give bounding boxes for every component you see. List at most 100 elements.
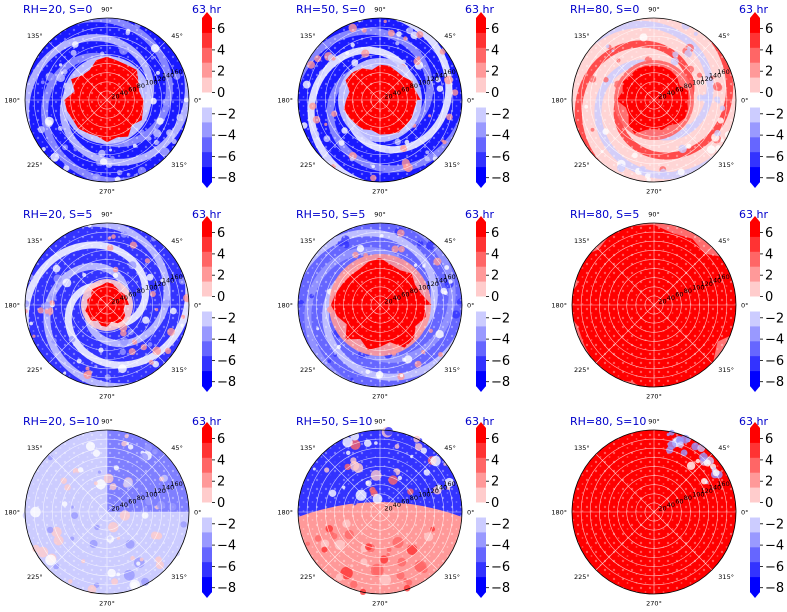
radial-tick-label: 140 bbox=[435, 72, 447, 80]
colorbar-tick-label: −4 bbox=[765, 539, 784, 554]
colorbar-tick-label: 4 bbox=[491, 43, 499, 58]
radial-tick-label: 60 bbox=[128, 291, 136, 299]
radial-tick-label: 140 bbox=[435, 484, 447, 492]
colorbar-tick-label: −6 bbox=[491, 354, 510, 369]
radial-tick-label: 140 bbox=[162, 484, 174, 492]
angular-tick-label: 135° bbox=[27, 237, 43, 245]
angular-tick-label: 225° bbox=[27, 366, 43, 374]
colorbar-tick-label: −4 bbox=[491, 333, 510, 348]
radial-tick-label: 120 bbox=[701, 487, 713, 495]
colorbar-extend-max bbox=[476, 12, 486, 18]
angular-tick-label: 270° bbox=[372, 600, 388, 608]
angular-tick-label: 180° bbox=[551, 97, 567, 105]
radial-tick-label: 140 bbox=[709, 277, 721, 285]
angular-tick-label: 180° bbox=[4, 509, 20, 517]
colorbar-segment bbox=[202, 236, 212, 253]
radial-tick-label: 40 bbox=[120, 501, 128, 509]
angular-gridline bbox=[106, 453, 166, 513]
angular-tick-label: 90° bbox=[374, 6, 386, 14]
colorbar-tick-label: 6 bbox=[217, 22, 225, 37]
colorbar-tick-label: −6 bbox=[491, 560, 510, 575]
field-patch bbox=[394, 444, 400, 449]
colorbar-tick-label: −4 bbox=[217, 129, 236, 144]
radial-tick-label: 100 bbox=[692, 284, 704, 292]
colorbar-tick-label: −2 bbox=[217, 107, 236, 122]
colorbar-tick-label: −4 bbox=[765, 129, 784, 144]
angular-tick-label: 45° bbox=[171, 237, 183, 245]
field-patch bbox=[77, 467, 84, 473]
colorbar-segment bbox=[750, 547, 760, 563]
panel-time-label: 63 hr bbox=[465, 415, 494, 428]
colorbar-segment bbox=[750, 77, 760, 93]
field-patch bbox=[360, 558, 368, 566]
colorbar-segment bbox=[202, 517, 212, 533]
field-patch bbox=[403, 578, 408, 583]
colorbar: 6 4 2 0 −2 −4 −6 −8 bbox=[202, 422, 236, 598]
field-patch bbox=[47, 526, 54, 534]
colorbar-segment bbox=[750, 32, 760, 49]
field-patch bbox=[691, 442, 700, 451]
colorbar-tick-label: −6 bbox=[765, 560, 784, 575]
field-patch bbox=[379, 555, 389, 564]
panel-time-label: 63 hr bbox=[192, 415, 221, 428]
field-patch bbox=[130, 556, 135, 561]
field-patch bbox=[372, 565, 383, 576]
radial-tick-label: 60 bbox=[401, 498, 409, 506]
angular-gridline bbox=[106, 511, 166, 571]
colorbar-segment bbox=[202, 472, 212, 489]
angular-tick-label: 180° bbox=[277, 509, 293, 517]
angular-tick-label: 180° bbox=[4, 97, 20, 105]
radial-tick-label: 160 bbox=[170, 480, 182, 488]
angular-tick-label: 135° bbox=[300, 444, 316, 452]
colorbar-tick-label: 0 bbox=[217, 496, 225, 511]
angular-tick-label: 225° bbox=[300, 366, 316, 374]
radial-tick-label: 140 bbox=[709, 484, 721, 492]
panel-time-label: 63 hr bbox=[465, 208, 494, 221]
field-patch bbox=[32, 544, 40, 553]
colorbar-tick-label: −4 bbox=[765, 333, 784, 348]
colorbar-extend-max bbox=[750, 12, 760, 18]
radial-tick-label: 120 bbox=[154, 487, 166, 495]
angular-gridline bbox=[595, 304, 655, 364]
colorbar-tick-label: −6 bbox=[765, 354, 784, 369]
colorbar-segment bbox=[476, 547, 486, 563]
colorbar-segment bbox=[750, 311, 760, 327]
field-patch bbox=[97, 470, 102, 474]
colorbar-segment bbox=[750, 251, 760, 268]
panel-title: RH=80, S=0 bbox=[570, 3, 639, 16]
field-patch bbox=[423, 469, 430, 476]
colorbar-segment bbox=[202, 562, 212, 578]
field-patch bbox=[420, 447, 427, 454]
radial-tick-label: 80 bbox=[410, 494, 418, 502]
angular-tick-label: 180° bbox=[277, 97, 293, 105]
colorbar-tick-label: −2 bbox=[765, 107, 784, 122]
colorbar-segment bbox=[476, 296, 486, 312]
radial-tick-label: 120 bbox=[154, 75, 166, 83]
angular-gridline bbox=[48, 99, 108, 159]
colorbar-tick-label: −8 bbox=[765, 581, 784, 596]
angular-tick-label: 315° bbox=[444, 366, 460, 374]
colorbar-extend-max bbox=[202, 216, 212, 222]
colorbar-segment bbox=[476, 152, 486, 168]
angular-gridline bbox=[48, 511, 108, 571]
field-patch bbox=[334, 539, 345, 550]
colorbar-tick-label: −8 bbox=[217, 171, 236, 186]
radial-tick-label: 100 bbox=[418, 491, 430, 499]
colorbar-tick-label: −6 bbox=[491, 150, 510, 165]
angular-tick-label: 0° bbox=[741, 97, 748, 105]
colorbar-segment bbox=[202, 107, 212, 123]
angular-tick-label: 45° bbox=[718, 32, 730, 40]
field-patch bbox=[89, 539, 98, 548]
angular-tick-label: 270° bbox=[646, 188, 662, 196]
field-patch bbox=[680, 449, 688, 457]
angular-tick-label: 90° bbox=[648, 6, 660, 14]
colorbar-segment bbox=[476, 62, 486, 79]
colorbar-segment bbox=[476, 107, 486, 123]
angular-tick-label: 180° bbox=[4, 302, 20, 310]
field-patch bbox=[421, 489, 426, 495]
colorbar-tick-label: 2 bbox=[217, 475, 225, 490]
field-patch bbox=[103, 473, 114, 484]
angular-gridline bbox=[106, 99, 166, 159]
field-patch bbox=[404, 459, 408, 463]
angular-tick-label: 315° bbox=[444, 161, 460, 169]
